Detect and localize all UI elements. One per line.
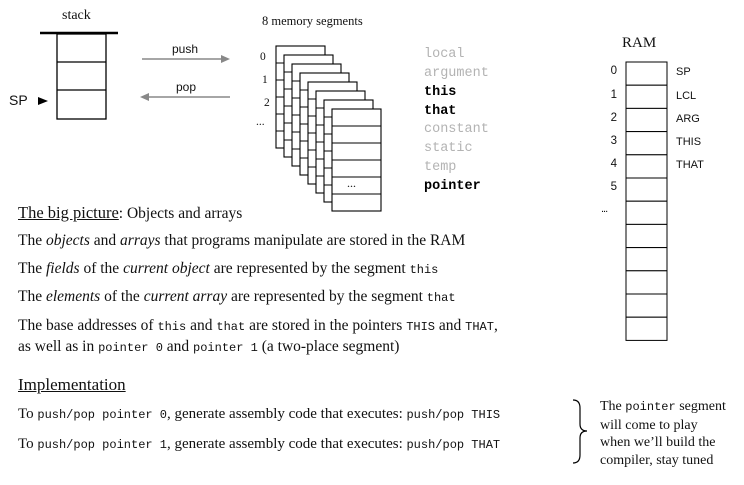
ram-index-3: 3 bbox=[610, 135, 617, 147]
segment-name-this: this bbox=[424, 85, 457, 100]
big-picture-line-4: The base addresses of this and that are … bbox=[18, 317, 498, 334]
stack-title: stack bbox=[62, 8, 91, 23]
segment-index-1: 1 bbox=[262, 74, 268, 86]
implementation-row-1: To push/pop pointer 0, generate assembly… bbox=[18, 406, 501, 422]
ram-title: RAM bbox=[622, 35, 657, 51]
ram-index-2: 2 bbox=[610, 112, 617, 124]
pop-arrow-icon bbox=[140, 93, 149, 101]
segment-name-argument: argument bbox=[424, 66, 489, 81]
ram-label-that: THAT bbox=[676, 159, 704, 171]
big-picture-title: The big picture bbox=[18, 203, 119, 222]
segment-page bbox=[331, 108, 382, 212]
push-arrow-icon bbox=[221, 55, 230, 63]
big-picture-line-2: The fields of the current object are rep… bbox=[18, 260, 439, 277]
segment-name-temp: temp bbox=[424, 160, 457, 175]
pop-label: pop bbox=[176, 80, 197, 94]
segment-dots: ... bbox=[347, 176, 356, 190]
segment-index-more: ... bbox=[256, 116, 265, 128]
ram-label-sp: SP bbox=[676, 66, 691, 78]
implementation-note: The pointer segment will come to play wh… bbox=[600, 399, 726, 468]
ram-label-arg: ARG bbox=[676, 113, 700, 125]
big-picture-line-1: The objects and arrays that programs man… bbox=[18, 232, 466, 249]
ram-index-0: 0 bbox=[610, 65, 617, 77]
implementation-heading: Implementation bbox=[18, 375, 126, 394]
segment-name-static: static bbox=[424, 141, 473, 156]
ram-index-5: 5 bbox=[610, 181, 617, 193]
sp-label: SP bbox=[9, 92, 28, 108]
push-label: push bbox=[172, 42, 199, 56]
ram-index-4: 4 bbox=[610, 158, 617, 170]
ram-dots: ... bbox=[601, 203, 608, 215]
segments-title: 8 memory segments bbox=[262, 14, 363, 28]
big-picture-heading: The big picture: Objects and arrays bbox=[18, 203, 243, 222]
big-picture-line-5: as well as in pointer 0 and pointer 1 (a… bbox=[18, 338, 400, 355]
ram-label-this: THIS bbox=[676, 136, 702, 148]
implementation-row-2: To push/pop pointer 1, generate assembly… bbox=[18, 436, 501, 452]
ram-cell bbox=[625, 316, 668, 341]
segment-name-pointer: pointer bbox=[424, 179, 481, 194]
sp-pointer-icon bbox=[38, 97, 48, 105]
ram-label-lcl: LCL bbox=[676, 90, 697, 102]
segment-name-that: that bbox=[424, 104, 457, 119]
segment-name-constant: constant bbox=[424, 122, 489, 137]
segment-name-local: local bbox=[424, 47, 465, 62]
segment-index-0: 0 bbox=[260, 51, 266, 63]
segment-index-2: 2 bbox=[264, 97, 270, 109]
ram-index-1: 1 bbox=[610, 89, 617, 101]
big-picture-line-3: The elements of the current array are re… bbox=[18, 288, 456, 305]
